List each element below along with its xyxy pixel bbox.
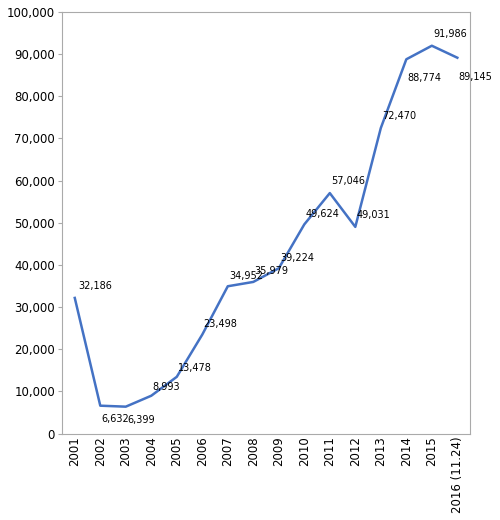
Text: 32,186: 32,186 [78,281,112,291]
Text: 88,774: 88,774 [408,73,442,83]
Text: 23,498: 23,498 [204,319,238,329]
Text: 34,952: 34,952 [229,271,263,281]
Text: 72,470: 72,470 [382,111,416,121]
Text: 39,224: 39,224 [280,253,314,263]
Text: 6,632: 6,632 [102,414,130,424]
Text: 8,993: 8,993 [152,382,180,392]
Text: 35,979: 35,979 [254,266,288,277]
Text: 6,399: 6,399 [127,415,154,425]
Text: 49,624: 49,624 [306,209,340,219]
Text: 13,478: 13,478 [178,363,212,373]
Text: 91,986: 91,986 [433,29,467,39]
Text: 57,046: 57,046 [331,176,365,186]
Text: 49,031: 49,031 [356,210,390,220]
Text: 89,145: 89,145 [458,72,492,82]
